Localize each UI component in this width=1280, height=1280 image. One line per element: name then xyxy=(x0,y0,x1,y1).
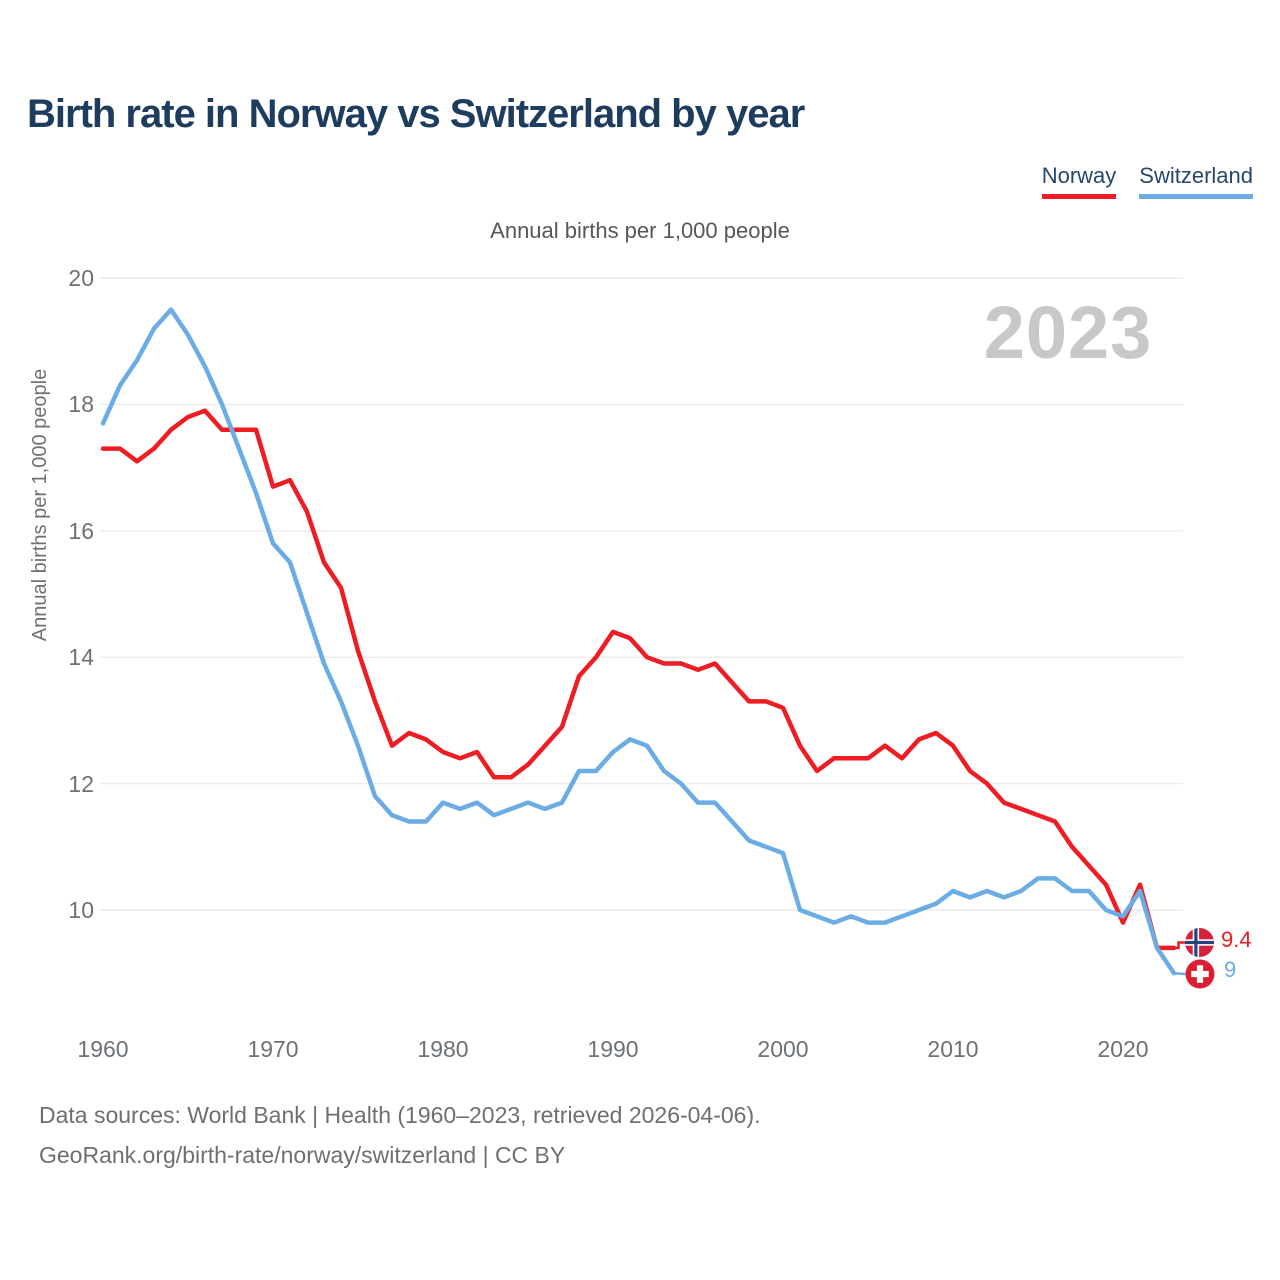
legend-swatch-norway xyxy=(1041,194,1117,199)
switzerland-leader-line xyxy=(1173,971,1186,976)
x-tick-2000: 2000 xyxy=(757,1036,809,1062)
y-tick-18: 18 xyxy=(68,391,94,417)
y-tick-12: 12 xyxy=(68,771,94,797)
switzerland-end-value: 9 xyxy=(1224,957,1237,982)
legend-item-switzerland[interactable]: Switzerland xyxy=(1139,163,1253,199)
y-tick-20: 20 xyxy=(68,265,94,291)
legend-swatch-switzerland xyxy=(1139,194,1253,199)
norway-leader-line xyxy=(1174,941,1185,950)
page-title: Birth rate in Norway vs Switzerland by y… xyxy=(27,92,805,136)
y-tick-16: 16 xyxy=(68,518,94,544)
legend: Norway Switzerland xyxy=(1041,163,1253,199)
y-tick-10: 10 xyxy=(68,897,94,923)
norway-end-value: 9.4 xyxy=(1221,927,1252,952)
norway-line xyxy=(100,408,1177,951)
legend-label-norway: Norway xyxy=(1041,163,1117,188)
x-tick-1990: 1990 xyxy=(587,1036,639,1062)
legend-item-norway[interactable]: Norway xyxy=(1041,163,1117,199)
norway-flag-icon xyxy=(1185,928,1214,957)
attribution-note: GeoRank.org/birth-rate/norway/switzerlan… xyxy=(39,1142,566,1168)
x-tick-2020: 2020 xyxy=(1097,1036,1149,1062)
data-source-note: Data sources: World Bank | Health (1960–… xyxy=(39,1102,761,1128)
x-tick-1980: 1980 xyxy=(417,1036,469,1062)
switzerland-flag-icon xyxy=(1185,959,1215,989)
switzerland-line xyxy=(100,307,1177,976)
legend-label-switzerland: Switzerland xyxy=(1139,163,1253,188)
y-tick-14: 14 xyxy=(68,644,94,670)
x-tick-1960: 1960 xyxy=(77,1036,129,1062)
x-tick-1970: 1970 xyxy=(247,1036,299,1062)
x-tick-2010: 2010 xyxy=(927,1036,979,1062)
chart-subtitle: Annual births per 1,000 people xyxy=(490,218,790,243)
year-watermark: 2023 xyxy=(983,291,1153,374)
